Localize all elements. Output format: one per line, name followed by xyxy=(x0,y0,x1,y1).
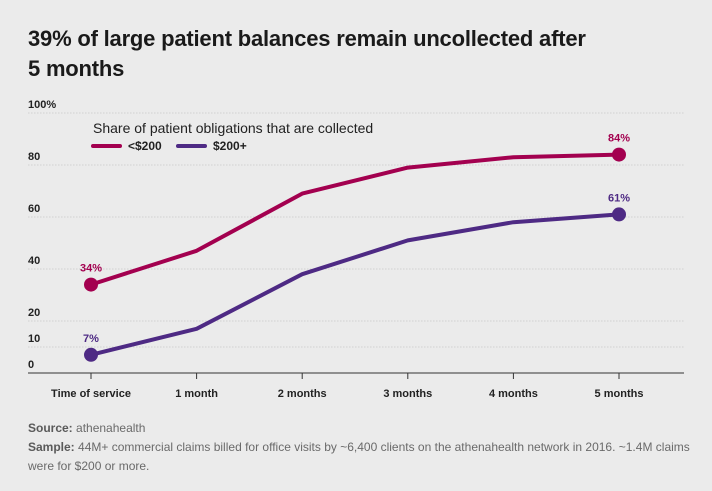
legend-entry: $200+ xyxy=(213,139,247,153)
legend: Share of patient obligations that are co… xyxy=(91,120,373,153)
data-label: 84% xyxy=(608,133,630,145)
data-point xyxy=(84,277,98,292)
sample-text: 44M+ commercial claims billed for office… xyxy=(28,440,690,473)
series-line xyxy=(89,152,621,287)
data-label: 61% xyxy=(608,192,630,204)
y-tick-label: 80 xyxy=(28,151,40,163)
x-tick-label: 3 months xyxy=(383,388,432,400)
y-tick-label: 0 xyxy=(28,359,34,371)
data-points xyxy=(84,147,626,362)
data-point xyxy=(612,147,626,162)
legend-entry: <$200 xyxy=(128,139,162,153)
footer: Source: athenahealth Sample: 44M+ commer… xyxy=(28,419,698,476)
series-line xyxy=(89,212,621,357)
y-tick-label: 40 xyxy=(28,255,40,267)
y-axis-ticks: 100% 80 60 40 20 10 0 xyxy=(28,99,56,371)
data-point xyxy=(612,207,626,222)
x-tick-label: 2 months xyxy=(278,388,327,400)
source-line: Source: athenahealth xyxy=(28,419,698,438)
data-point xyxy=(84,347,98,362)
series-lines xyxy=(89,152,621,357)
gridlines xyxy=(28,112,684,374)
source-text: athenahealth xyxy=(72,421,146,435)
x-tick-label: 4 months xyxy=(489,388,538,400)
source-label: Source: xyxy=(28,421,73,435)
sample-label: Sample: xyxy=(28,440,75,454)
sample-line: Sample: 44M+ commercial claims billed fo… xyxy=(28,438,698,476)
data-labels: 34% 84% 7% 61% xyxy=(80,133,630,345)
legend-title: Share of patient obligations that are co… xyxy=(93,120,373,136)
x-axis: Time of service 1 month 2 months 3 months 4 … xyxy=(51,373,643,400)
x-tick-label: 1 month xyxy=(175,388,218,400)
chart-title: 39% of large patient balances remain unc… xyxy=(28,26,586,81)
y-tick-label: 100% xyxy=(28,99,56,111)
y-tick-label: 10 xyxy=(28,333,40,345)
x-tick-label: 5 months xyxy=(595,388,644,400)
y-tick-label: 60 xyxy=(28,203,40,215)
data-label: 7% xyxy=(83,333,99,345)
data-label: 34% xyxy=(80,263,102,275)
y-tick-label: 20 xyxy=(28,307,40,319)
x-tick-label: Time of service xyxy=(51,388,131,400)
